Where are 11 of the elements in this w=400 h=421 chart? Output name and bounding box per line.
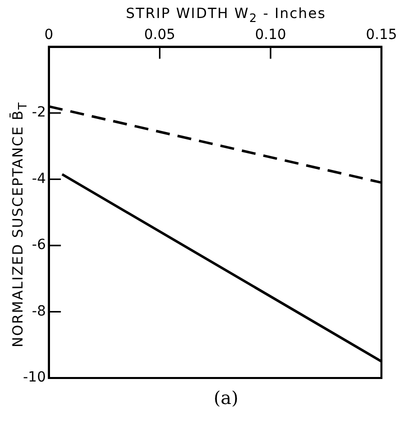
x-tick-label: 0.15 [366, 27, 397, 44]
x-axis-title: STRIP WIDTH W$_{2}$ - Inches [124, 6, 328, 25]
y-tick-label: -10 [22, 370, 46, 386]
x-tick-label: 0.05 [144, 27, 176, 44]
x-tick-label: 0.10 [254, 27, 286, 44]
text: (a) [212, 388, 240, 409]
y-tick-label: -4 [32, 170, 46, 187]
y-tick-label: -8 [32, 303, 46, 320]
x-tick-label: 0 [44, 27, 54, 44]
y-tick-label: -2 [32, 104, 46, 121]
y-tick-label: -6 [32, 237, 46, 254]
